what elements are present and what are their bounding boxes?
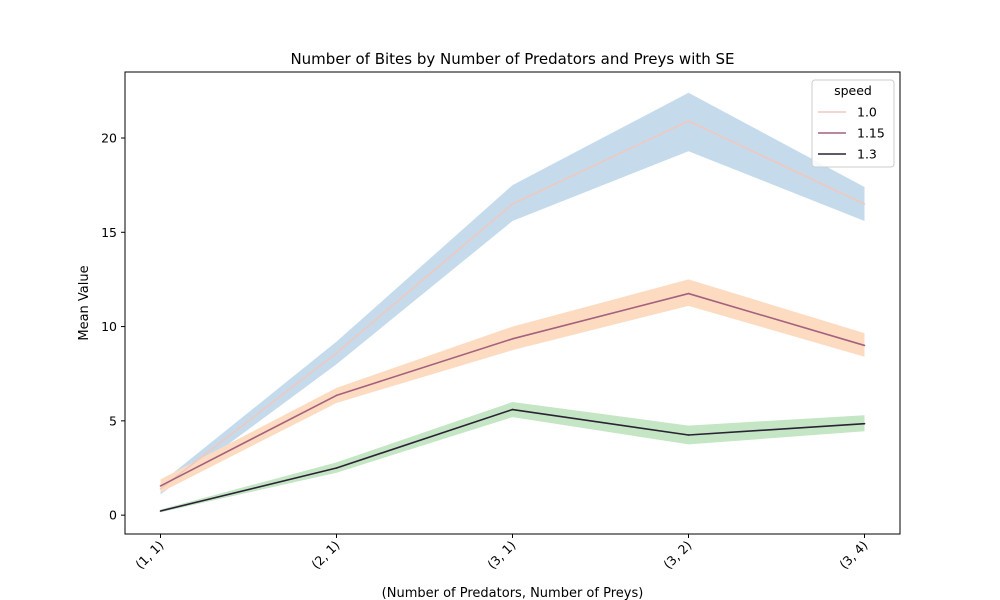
x-axis-title: (Number of Predators, Number of Preys) xyxy=(382,586,644,600)
data-point-series-1 xyxy=(335,394,338,397)
x-tick-label: (1, 1) xyxy=(132,538,166,572)
legend-label-1: 1.15 xyxy=(857,126,885,141)
y-tick-label: 15 xyxy=(101,225,117,240)
x-tick-label: (3, 2) xyxy=(660,538,694,572)
y-tick-label: 5 xyxy=(109,413,117,428)
data-point-series-0 xyxy=(687,120,690,122)
error-bands xyxy=(160,92,865,513)
data-point-series-2 xyxy=(687,434,690,436)
data-point-series-2 xyxy=(511,408,514,411)
x-tick-label: (3, 4) xyxy=(836,538,870,572)
error-band-series-2 xyxy=(160,402,865,513)
y-tick-label: 10 xyxy=(101,319,117,334)
data-point-series-1 xyxy=(511,338,514,340)
data-point-series-2 xyxy=(335,467,338,469)
data-point-series-0 xyxy=(511,203,514,205)
legend-label-0: 1.0 xyxy=(857,105,877,120)
y-axis: 0 5 10 15 20 xyxy=(101,131,125,523)
data-point-series-0 xyxy=(863,203,866,205)
data-point-series-1 xyxy=(687,292,690,295)
x-tick-label: (2, 1) xyxy=(308,538,342,572)
data-point-series-1 xyxy=(159,485,162,487)
legend-title: speed xyxy=(834,83,872,98)
x-axis: (1, 1) (2, 1) (3, 1) (3, 2) (3, 4) xyxy=(132,534,871,572)
data-point-series-2 xyxy=(863,422,866,425)
legend: speed 1.0 1.15 1.3 xyxy=(811,79,895,168)
y-axis-title: Mean Value xyxy=(77,265,92,340)
data-point-series-0 xyxy=(159,487,162,490)
y-tick-label: 20 xyxy=(101,131,117,146)
error-band-series-1 xyxy=(160,279,865,493)
x-tick-label: (3, 1) xyxy=(484,538,518,572)
chart-title: Number of Bites by Number of Predators a… xyxy=(290,50,734,68)
series-lines xyxy=(159,120,866,512)
data-point-series-2 xyxy=(159,510,162,512)
y-tick-label: 0 xyxy=(109,508,117,523)
legend-label-2: 1.3 xyxy=(857,147,877,162)
data-point-series-0 xyxy=(335,352,338,354)
data-point-series-1 xyxy=(863,344,866,347)
legend-box xyxy=(811,79,895,168)
plot-frame xyxy=(124,71,901,535)
